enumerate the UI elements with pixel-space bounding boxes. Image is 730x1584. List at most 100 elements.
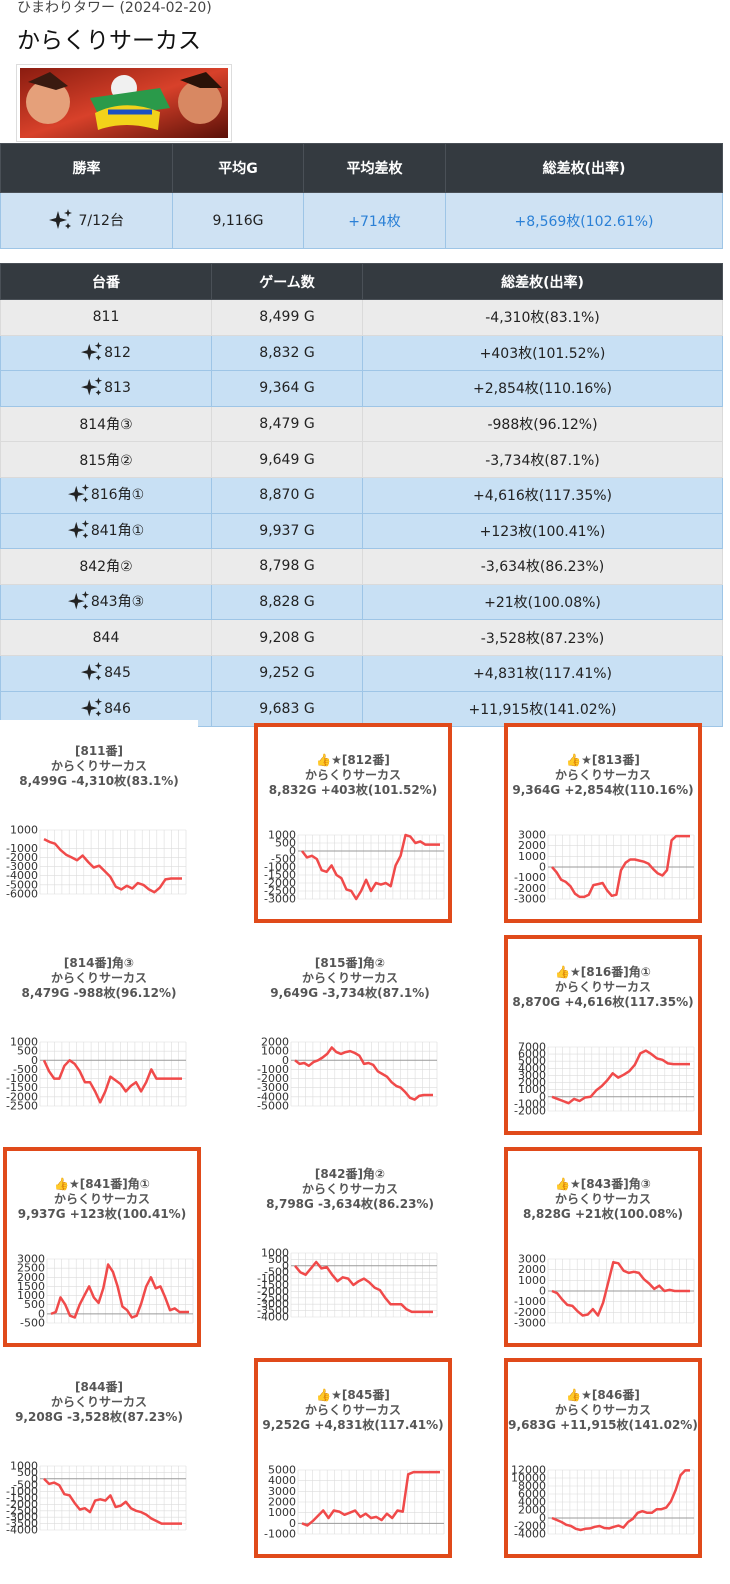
machine-number-cell[interactable]: 845 <box>0 654 212 692</box>
machine-number-cell[interactable]: 814角③ <box>0 405 212 443</box>
y-tick-label: -1000 <box>264 1528 296 1541</box>
sparkle-icon <box>67 519 89 539</box>
y-tick-label: -2500 <box>264 885 296 898</box>
machine-number-cell[interactable]: 815角② <box>0 441 212 478</box>
diff-cell: +4,831枚(117.41%) <box>362 654 723 692</box>
chart-card[interactable]: [815番]角② からくりサーカス 9,649G -3,734枚(87.1%) 200… <box>251 932 449 1132</box>
chart-card[interactable]: [811番] からくりサーカス 8,499G -4,310枚(83.1%) 1000 -… <box>0 720 198 920</box>
table-row: 841角① 9,937 G +123枚(100.41%) <box>0 512 723 550</box>
y-tick-label: -3000 <box>264 893 296 906</box>
machine-number: 841角① <box>90 522 145 539</box>
y-tick-label: 1000 <box>518 1274 546 1287</box>
y-tick-label: 0 <box>38 1307 45 1320</box>
total-diff-value[interactable]: +8,569枚(102.61%) <box>445 192 723 249</box>
machine-number-cell[interactable]: 843角③ <box>0 583 212 621</box>
sparkle-icon <box>49 208 73 229</box>
chart-title: [844番] からくりサーカス 9,208G -3,528枚(87.23%) <box>0 1380 198 1425</box>
chart-title-title: 👍★[816番]角① <box>555 965 651 979</box>
chart-card[interactable]: 👍★[813番] からくりサーカス 9,364G +2,854枚(110.16%) 3… <box>504 723 702 923</box>
y-tick-label: -2000 <box>264 877 296 890</box>
chart-title: 👍★[845番] からくりサーカス 9,252G +4,831枚(117.41%) <box>258 1388 448 1433</box>
line-chart: 10005000-500-1000-1500-2000-2500-3000-35… <box>6 1460 187 1537</box>
machine-number: 815角② <box>79 452 133 469</box>
header-avg-games: 平均G <box>172 143 304 193</box>
diff-cell: +21枚(100.08%) <box>362 583 723 621</box>
y-tick-label: 0 <box>539 861 546 874</box>
machine-number: 844 <box>92 629 120 646</box>
chart-title-line3: 8,870G +4,616枚(117.35%) <box>512 995 694 1009</box>
avg-diff-value[interactable]: +714枚 <box>303 192 446 249</box>
y-tick-label: -4000 <box>6 869 38 882</box>
y-tick-label: 5000 <box>518 1055 546 1068</box>
y-tick-label: 4000 <box>518 1062 546 1075</box>
y-tick-label: 1000 <box>10 824 38 837</box>
chart-card[interactable]: [842番]角② からくりサーカス 8,798G -3,634枚(86.23%) 10… <box>251 1143 449 1343</box>
game-count-cell: 9,937 G <box>211 512 363 550</box>
y-tick-label: -3000 <box>514 893 546 906</box>
y-tick-label: 12000 <box>511 1464 546 1477</box>
y-tick-label: 3000 <box>17 1253 45 1266</box>
header-avg-diff: 平均差枚 <box>303 143 446 193</box>
y-tick-label: -1000 <box>6 1485 38 1498</box>
machine-number-cell[interactable]: 842角② <box>0 548 212 585</box>
diff-cell: +11,915枚(141.02%) <box>362 690 723 728</box>
y-tick-label: 8000 <box>518 1480 546 1493</box>
y-tick-label: 1000 <box>261 1045 289 1058</box>
y-tick-label: -3500 <box>6 1517 38 1530</box>
y-tick-label: 5000 <box>268 1464 296 1477</box>
y-tick-label: 0 <box>539 1090 546 1103</box>
line-chart: 10005000-500-1000-1500-2000-2500-3000-35… <box>257 1247 438 1324</box>
series-line <box>43 1477 182 1525</box>
chart-card[interactable]: 👍★[816番]角① からくりサーカス 8,870G +4,616枚(117.35%… <box>504 935 702 1135</box>
machine-number-cell[interactable]: 813 <box>0 370 212 407</box>
y-tick-label: -1000 <box>264 861 296 874</box>
y-tick-label: -500 <box>264 1266 289 1279</box>
y-tick-label: -2000 <box>6 1090 38 1103</box>
chart-card[interactable]: 👍★[812番] からくりサーカス 8,832G +403枚(101.52%) 100… <box>254 723 452 923</box>
header-game-count: ゲーム数 <box>211 263 363 300</box>
y-tick-label: -2000 <box>257 1285 289 1298</box>
machine-detail-table: 台番 ゲーム数 総差枚(出率) 811 8,499 G -4,310枚(83.1%)… <box>0 263 723 728</box>
chart-title-title: [811番] <box>74 744 124 758</box>
game-count-cell: 8,479 G <box>211 405 363 443</box>
chart-card[interactable]: [844番] からくりサーカス 9,208G -3,528枚(87.23%) 1000… <box>0 1356 198 1556</box>
chart-card[interactable]: 👍★[841番]角① からくりサーカス 9,937G +123枚(100.41%) 3… <box>3 1147 201 1347</box>
chart-card[interactable]: 👍★[846番] からくりサーカス 9,683G +11,915枚(141.02%)… <box>504 1358 702 1558</box>
y-tick-label: -2000 <box>514 882 546 895</box>
y-tick-label: 0 <box>539 1512 546 1525</box>
y-tick-label: 500 <box>17 1045 38 1058</box>
y-tick-label: 2500 <box>17 1262 45 1275</box>
machine-number: 814角③ <box>79 417 133 434</box>
y-tick-label: -500 <box>271 853 296 866</box>
y-tick-label: -2500 <box>6 1504 38 1517</box>
machine-number-cell[interactable]: 816角① <box>0 476 212 514</box>
chart-card[interactable]: [814番]角③ からくりサーカス 8,479G -988枚(96.12%) 1000… <box>0 932 198 1132</box>
game-count-cell: 8,832 G <box>211 334 363 372</box>
store-date: ひまわりタワー (2024-02-20) <box>17 0 212 16</box>
machine-title: からくりサーカス <box>17 28 201 54</box>
y-tick-label: -5000 <box>6 878 38 891</box>
machine-number-cell[interactable]: 841角① <box>0 512 212 550</box>
series-line <box>294 1046 433 1101</box>
chart-title: [811番] からくりサーカス 8,499G -4,310枚(83.1%) <box>0 744 198 789</box>
chart-title-line2: からくりサーカス <box>554 980 651 994</box>
chart-card[interactable]: 👍★[845番] からくりサーカス 9,252G +4,831枚(117.41%) 5… <box>254 1358 452 1558</box>
chart-title-title: 👍★[845番] <box>316 1388 390 1402</box>
machine-number-cell[interactable]: 844 <box>0 619 212 656</box>
machine-number-cell[interactable]: 811 <box>0 299 212 336</box>
y-tick-label: 2000 <box>17 1271 45 1284</box>
y-tick-label: 4000 <box>518 1496 546 1509</box>
machine-number-cell[interactable]: 812 <box>0 334 212 372</box>
y-tick-label: -2000 <box>6 851 38 864</box>
game-count-cell: 8,870 G <box>211 476 363 514</box>
y-tick-label: 3000 <box>268 1485 296 1498</box>
chart-title-line3: 8,479G -988枚(96.12%) <box>21 986 177 1000</box>
chart-card[interactable]: 👍★[843番]角③ からくりサーカス 8,828G +21枚(100.08%) 30… <box>504 1147 702 1347</box>
sparkle-icon <box>81 662 103 681</box>
chart-title-line3: 8,828G +21枚(100.08%) <box>522 1207 684 1221</box>
